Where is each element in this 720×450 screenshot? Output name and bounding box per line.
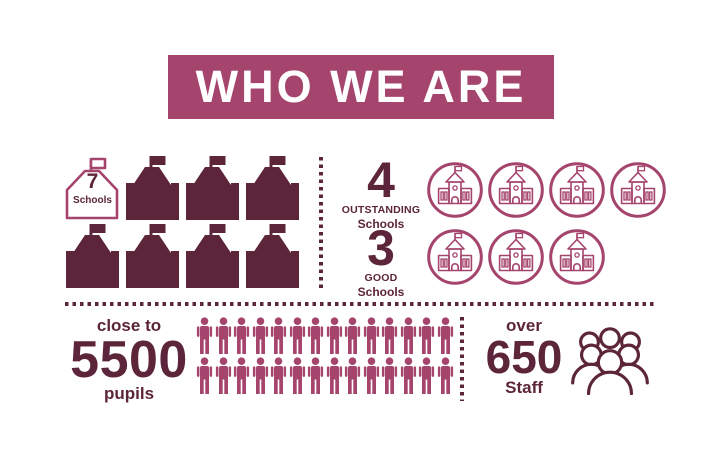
person-icon: [252, 357, 269, 394]
circled-school-icon: [426, 161, 484, 219]
person-icon: [437, 357, 454, 394]
people-group-icon: [567, 326, 653, 396]
person-icon: [418, 317, 435, 354]
pupil-icons-row-2: [196, 357, 454, 394]
staff-label: Staff: [505, 378, 543, 398]
school-building-icon: [184, 156, 241, 220]
person-icon: [307, 317, 324, 354]
person-icon: [400, 317, 417, 354]
person-icon: [233, 317, 250, 354]
school-building-icon: [64, 224, 121, 288]
outstanding-count: 4: [367, 152, 395, 208]
circled-school-icon: [548, 228, 606, 286]
vertical-dotted-divider-top: [319, 157, 323, 290]
pupils-label: pupils: [103, 384, 155, 404]
person-icon: [400, 357, 417, 394]
school-building-icon: [124, 224, 181, 288]
person-icon: [326, 317, 343, 354]
person-icon: [381, 357, 398, 394]
person-icon: [196, 357, 213, 394]
school-building-outline-icon: [65, 157, 119, 220]
schools-count: 7: [86, 170, 99, 193]
pupils-prefix: close to: [96, 316, 162, 335]
outstanding-school-icons: [426, 161, 667, 219]
outstanding-category-label: OUTSTANDING: [341, 204, 421, 216]
person-icon: [215, 357, 232, 394]
pupils-stat: close to 5500 pupils: [62, 316, 196, 404]
good-school-icons: [426, 228, 606, 286]
page-title: WHO WE ARE: [195, 61, 527, 112]
person-icon: [363, 357, 380, 394]
person-icon: [326, 357, 343, 394]
circled-school-icon: [487, 161, 545, 219]
school-building-icon: [244, 224, 301, 288]
circled-school-icon: [487, 228, 545, 286]
horizontal-dotted-divider: [65, 302, 657, 306]
schools-pictograph: 7 Schools: [64, 156, 301, 288]
good-schools-stat: 3 GOOD Schools: [335, 220, 427, 299]
person-icon: [196, 317, 213, 354]
schools-badge-label: Schools: [73, 195, 112, 206]
person-icon: [270, 317, 287, 354]
good-count: 3: [367, 220, 395, 276]
outstanding-schools-stat: 4 OUTSTANDING Schools: [335, 152, 427, 231]
person-icon: [215, 317, 232, 354]
person-icon: [252, 317, 269, 354]
outstanding-schools-label: Schools: [357, 217, 405, 231]
pupils-count: 5500: [70, 330, 188, 389]
circled-school-icon: [609, 161, 667, 219]
person-icon: [289, 317, 306, 354]
vertical-dotted-divider-bottom: [460, 317, 464, 401]
person-icon: [307, 357, 324, 394]
person-icon: [418, 357, 435, 394]
person-icon: [233, 357, 250, 394]
staff-prefix: over: [506, 316, 542, 335]
school-building-icon: [244, 156, 301, 220]
pupil-icons-row-1: [196, 317, 454, 354]
title-banner: WHO WE ARE: [168, 55, 554, 119]
good-category-label: GOOD: [364, 272, 398, 284]
person-icon: [381, 317, 398, 354]
good-schools-label: Schools: [357, 285, 405, 299]
circled-school-icon: [548, 161, 606, 219]
person-icon: [344, 357, 361, 394]
person-icon: [289, 357, 306, 394]
staff-stat: over 650 Staff: [477, 316, 571, 398]
school-building-icon: [184, 224, 241, 288]
circled-school-icon: [426, 228, 484, 286]
school-building-icon: [124, 156, 181, 220]
person-icon: [437, 317, 454, 354]
person-icon: [270, 357, 287, 394]
person-icon: [344, 317, 361, 354]
staff-count: 650: [485, 330, 563, 383]
person-icon: [363, 317, 380, 354]
schools-badge: 7 Schools: [64, 156, 121, 220]
